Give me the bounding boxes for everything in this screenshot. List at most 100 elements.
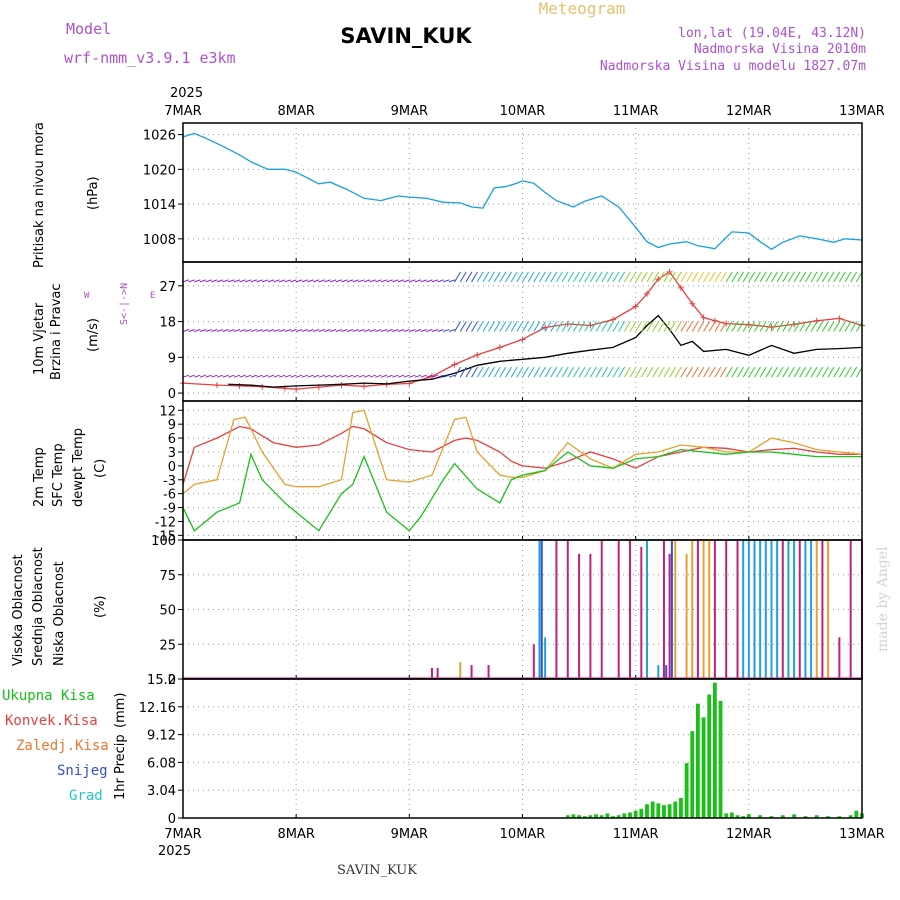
wind-barb bbox=[409, 279, 416, 283]
wind-barb bbox=[646, 366, 654, 378]
bar-visoka-blue- bbox=[670, 540, 673, 679]
tick-label: 1008 bbox=[143, 233, 176, 248]
wind-barb bbox=[296, 329, 303, 332]
wind-barb bbox=[380, 329, 388, 332]
bar-ukupna-kisa bbox=[707, 694, 712, 818]
wind-barb bbox=[720, 321, 727, 332]
wind-barb bbox=[821, 321, 829, 332]
bar-ukupna-kisa bbox=[588, 815, 593, 818]
wind-barb bbox=[296, 279, 303, 283]
bar-niska-oblacnost bbox=[589, 553, 592, 679]
wind-barb bbox=[844, 366, 852, 378]
date-top-label: 10MAR bbox=[500, 104, 546, 119]
wind-barb bbox=[550, 271, 558, 283]
wind-barb bbox=[392, 374, 399, 378]
date-top-label: 7MAR bbox=[164, 104, 201, 119]
bar-niska-oblacnost bbox=[725, 540, 728, 679]
bar-srednja-oblacnost bbox=[691, 540, 694, 679]
wind-barb bbox=[471, 271, 479, 283]
wind-barb bbox=[714, 321, 722, 332]
precip-legend-4: Grad bbox=[69, 788, 103, 804]
wind-barb bbox=[623, 321, 631, 332]
wind-barb bbox=[228, 374, 235, 378]
year-bottom: 2025 bbox=[158, 844, 191, 859]
wind-barb bbox=[211, 374, 218, 378]
wind-barb bbox=[437, 279, 444, 283]
wind-barb bbox=[199, 374, 207, 378]
bar-visoka-oblacnost bbox=[657, 665, 660, 679]
wind-barb bbox=[691, 271, 699, 283]
wind-barb bbox=[606, 271, 614, 283]
wind-point bbox=[700, 314, 707, 321]
meteogram-title: Meteogram bbox=[539, 0, 626, 18]
wind-barb bbox=[222, 374, 229, 378]
wind-barb bbox=[788, 321, 795, 332]
wind-barb bbox=[233, 374, 241, 378]
wind-barb bbox=[363, 329, 371, 332]
wind-barb bbox=[680, 366, 688, 378]
wind-barb bbox=[324, 279, 331, 283]
bar-ukupna-kisa bbox=[848, 815, 853, 818]
wind-barb bbox=[833, 271, 841, 283]
wind-point bbox=[519, 336, 526, 343]
wind-barb bbox=[352, 374, 359, 378]
bar-visoka-oblacnost bbox=[804, 540, 807, 679]
wind-barb bbox=[754, 366, 761, 378]
wind-barb bbox=[838, 366, 846, 378]
bar-niska-oblacnost bbox=[798, 540, 801, 679]
wind-barb bbox=[312, 374, 320, 378]
wind-barb bbox=[346, 374, 354, 378]
wind-barb bbox=[674, 271, 682, 283]
wind-barb bbox=[476, 366, 484, 378]
wind-barb bbox=[601, 366, 609, 378]
wind-barb bbox=[584, 366, 592, 378]
wind-barb bbox=[646, 271, 654, 283]
wind-barb bbox=[482, 321, 490, 332]
wind-barb bbox=[476, 321, 484, 332]
pressure-unit: (hPa) bbox=[86, 176, 101, 210]
wind-barb bbox=[556, 321, 563, 332]
wind-barb bbox=[375, 279, 382, 283]
wind-barb bbox=[652, 366, 660, 378]
bar-visoka-oblacnost bbox=[810, 540, 813, 679]
bar-niska-oblacnost bbox=[821, 540, 824, 679]
wind-barb bbox=[346, 329, 354, 332]
bar-ukupna-kisa bbox=[718, 700, 723, 818]
wind-barb bbox=[369, 329, 376, 332]
wind-barb bbox=[182, 329, 190, 332]
bar-srednja-oblacnost bbox=[827, 540, 830, 679]
wind-barb bbox=[459, 321, 467, 332]
wind-barb bbox=[522, 271, 529, 283]
wind-barb bbox=[409, 329, 416, 332]
wind-barb bbox=[527, 366, 535, 378]
bar-ukupna-kisa bbox=[712, 682, 717, 818]
wind-barb bbox=[844, 321, 852, 332]
wind-point bbox=[213, 382, 220, 389]
wind-barb bbox=[850, 366, 858, 378]
precip-legend-3: Snijeg bbox=[57, 763, 108, 779]
wind-point bbox=[632, 303, 639, 310]
wind-barb bbox=[601, 271, 609, 283]
wind-unit: (m/s) bbox=[86, 318, 101, 352]
wind-barb bbox=[290, 329, 297, 332]
tick-label: 100 bbox=[151, 534, 176, 549]
panel-frame bbox=[182, 678, 863, 819]
wind-barb bbox=[720, 271, 727, 283]
tick-label: 15.2 bbox=[147, 673, 176, 688]
wind-barb bbox=[329, 374, 337, 378]
wind-barb bbox=[669, 271, 677, 283]
bar-ukupna-kisa bbox=[571, 814, 576, 818]
wind-barb bbox=[284, 329, 292, 332]
wind-barb bbox=[358, 279, 365, 283]
wind-barb bbox=[572, 271, 580, 283]
bar-ukupna-kisa bbox=[599, 815, 604, 818]
wind-barb bbox=[674, 321, 682, 332]
bar-ukupna-kisa bbox=[633, 810, 638, 818]
wind-barb bbox=[250, 279, 258, 283]
wind-barb bbox=[493, 321, 501, 332]
wind-barb bbox=[765, 321, 773, 332]
tick-label: 6.08 bbox=[147, 756, 176, 771]
wind-barb bbox=[737, 271, 744, 283]
bar-ukupna-kisa bbox=[616, 815, 621, 818]
bar-niska-oblacnost bbox=[566, 540, 569, 679]
